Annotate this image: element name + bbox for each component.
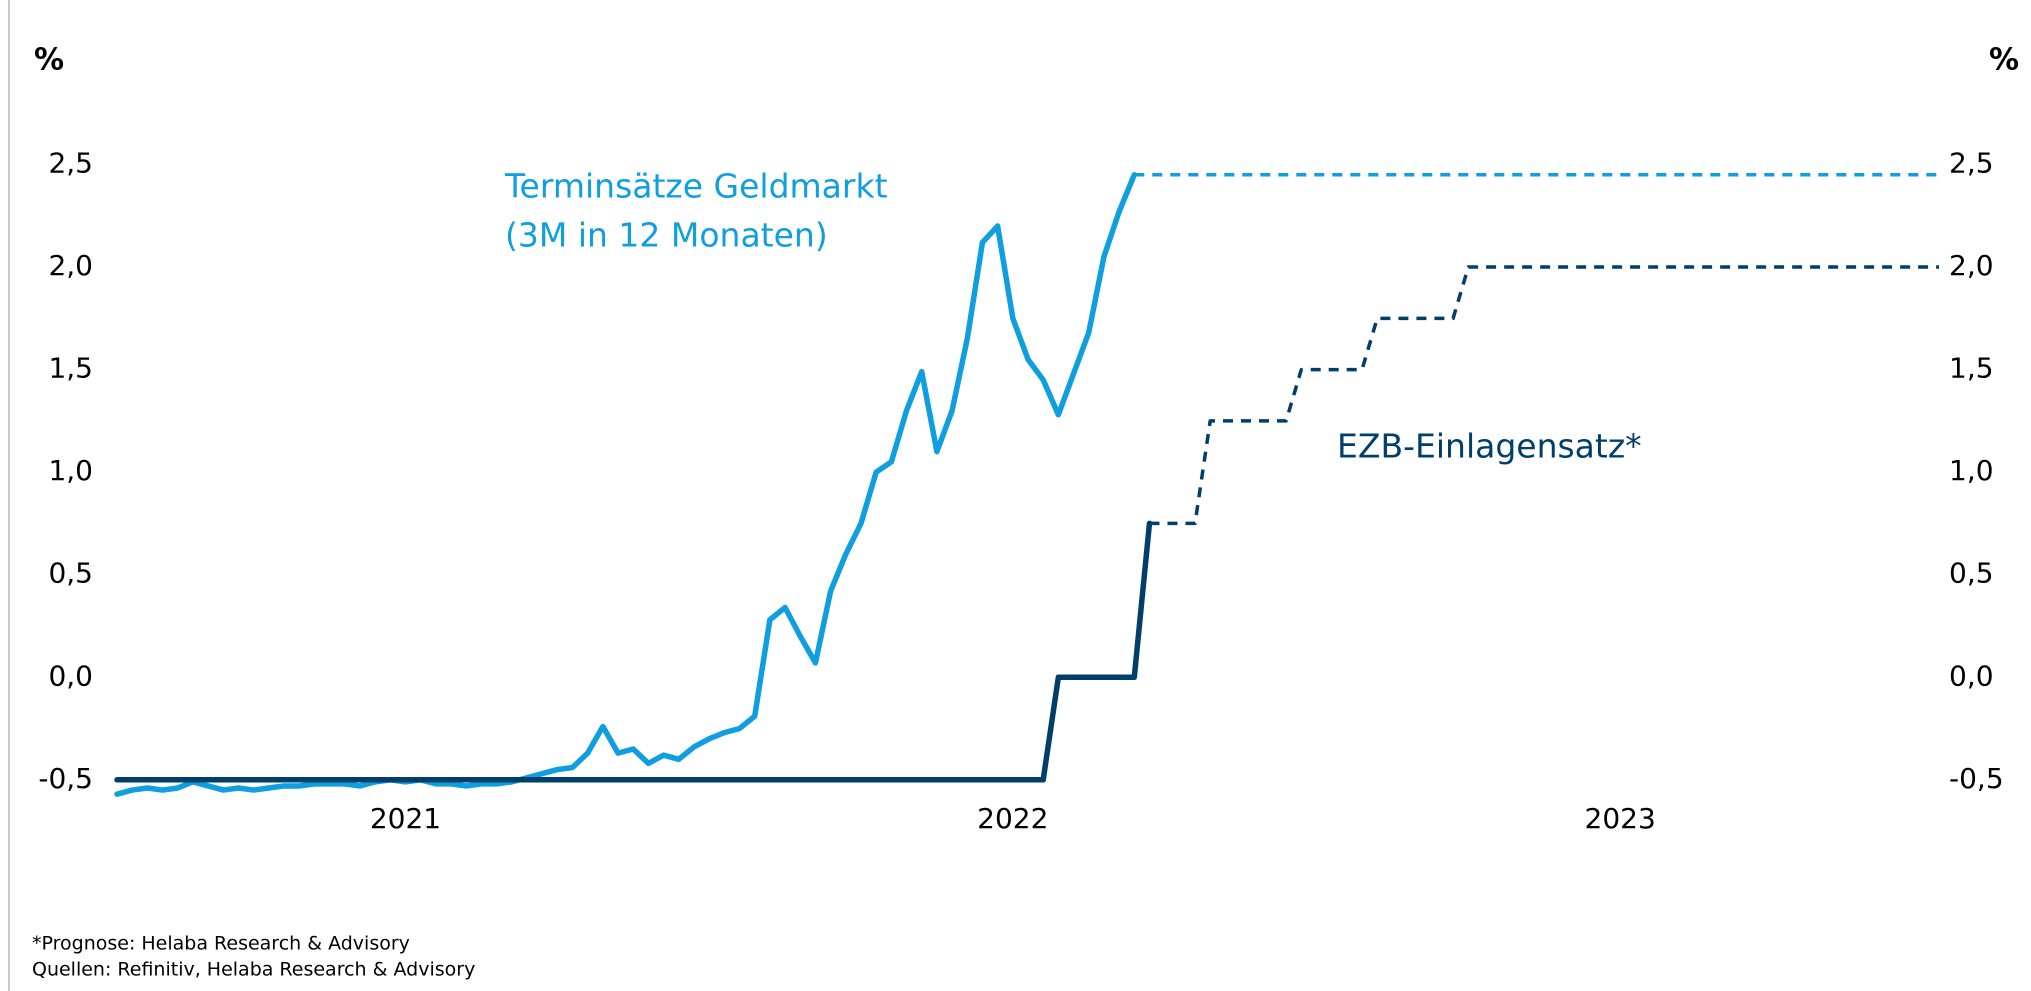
series-line: [114, 520, 1153, 783]
y2-unit: %: [1989, 43, 2019, 78]
series-line: [114, 172, 1138, 797]
y2-tick-label: -0,5: [1949, 762, 2004, 795]
y2-tick-label: 2,0: [1949, 249, 1994, 282]
y2-tick-label: 0,5: [1949, 557, 1994, 590]
series-label: EZB-Einlagensatz*: [1337, 427, 1642, 466]
y-tick-label: 0,5: [48, 557, 93, 590]
x-tick-label: 2021: [370, 802, 441, 835]
x-tick-label: 2023: [1585, 802, 1656, 835]
series-label: Terminsätze Geldmarkt: [504, 167, 888, 206]
x-tick-label: 2022: [977, 802, 1048, 835]
y2-tick-label: 2,5: [1949, 147, 1994, 180]
y-tick-label: 1,5: [48, 352, 93, 385]
y-tick-label: 1,0: [48, 454, 93, 487]
y-tick-label: 0,0: [48, 659, 93, 692]
series-label: (3M in 12 Monaten): [505, 216, 828, 255]
y-tick-label: 2,0: [48, 249, 93, 282]
y-unit: %: [34, 43, 64, 78]
source-note: Quellen: Refinitiv, Helaba Research & Ad…: [32, 959, 475, 981]
y2-tick-label: 1,0: [1949, 454, 1994, 487]
y2-tick-label: 1,5: [1949, 352, 1994, 385]
y-tick-label: 2,5: [48, 147, 93, 180]
y-tick-label: -0,5: [38, 762, 93, 795]
forecast-line: [1149, 265, 1939, 526]
footnote: *Prognose: Helaba Research & Advisory: [32, 933, 410, 955]
y2-tick-label: 0,0: [1949, 659, 1994, 692]
